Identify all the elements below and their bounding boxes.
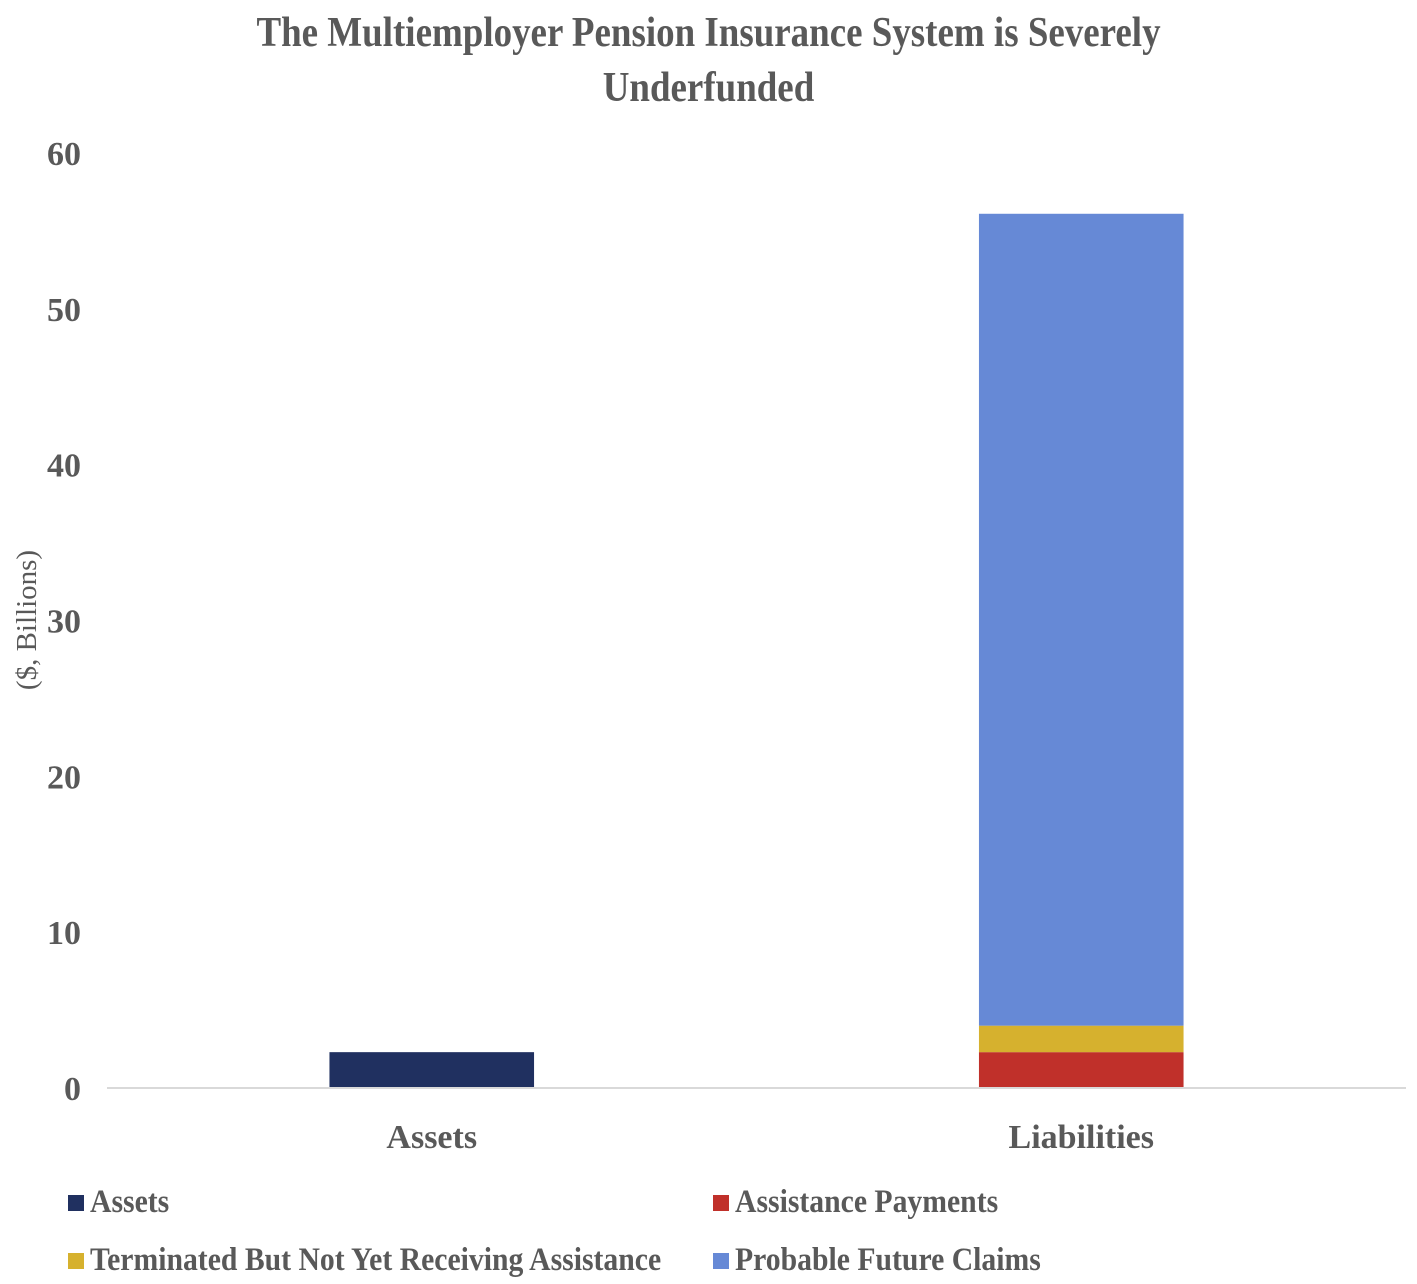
y-axis-ticks: 0 10 20 30 40 50 60 — [47, 136, 81, 1108]
bar-segment — [978, 1025, 1184, 1053]
y-tick-label: 40 — [47, 448, 81, 485]
bar-segment — [978, 1052, 1184, 1088]
legend-swatch — [713, 1194, 729, 1211]
bar-segment — [329, 1052, 535, 1088]
legend-label: Terminated But Not Yet Receiving Assista… — [90, 1242, 662, 1278]
plot-area: ($, Billions) 0 10 20 30 40 50 60 Assets Liabil… — [11, 136, 1406, 1156]
y-tick-label: 50 — [47, 292, 81, 329]
legend-item: Assistance Payments — [713, 1184, 1027, 1221]
chart-title-line-2: Underfunded — [602, 65, 815, 111]
legend-item: Probable Future Claims — [713, 1242, 1075, 1279]
y-tick-label: 60 — [47, 136, 81, 173]
y-tick-label: 0 — [64, 1071, 81, 1108]
chart-title-line-1: The Multiemployer Pension Insurance Syst… — [256, 10, 1161, 56]
legend-label: Assets — [90, 1184, 170, 1220]
legend-swatch — [68, 1252, 84, 1269]
y-axis-title: ($, Billions) — [11, 550, 43, 690]
legend-label: Assistance Payments — [735, 1184, 999, 1220]
x-tick-label: Liabilities — [1009, 1119, 1154, 1156]
bars — [329, 213, 1184, 1088]
legend-label: Probable Future Claims — [735, 1242, 1041, 1278]
legend-swatch — [68, 1194, 84, 1211]
legend-swatch — [713, 1252, 729, 1269]
x-axis-ticks: Assets Liabilities — [386, 1119, 1154, 1156]
legend-item: Assets — [68, 1184, 178, 1221]
chart-title: The Multiemployer Pension Insurance Syst… — [85, 6, 1332, 116]
y-tick-label: 20 — [47, 759, 81, 796]
legend-item: Terminated But Not Yet Receiving Assista… — [68, 1242, 725, 1279]
bar-segment — [978, 213, 1184, 1026]
x-tick-label: Assets — [386, 1119, 477, 1156]
y-tick-label: 10 — [47, 915, 81, 952]
y-tick-label: 30 — [47, 604, 81, 641]
